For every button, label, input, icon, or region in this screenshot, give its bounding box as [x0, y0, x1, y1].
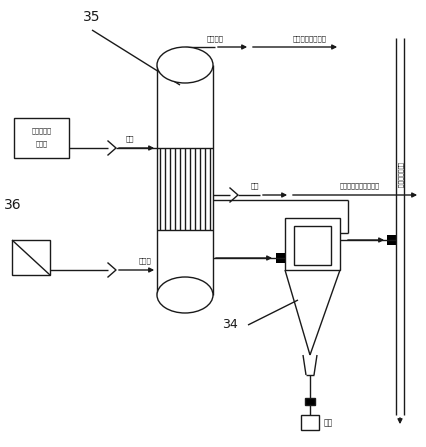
Text: 36: 36: [4, 198, 22, 212]
Bar: [294, 226, 330, 265]
Bar: [14, 118, 69, 158]
Bar: [300, 415, 318, 430]
Bar: [12, 240, 50, 275]
Text: 34: 34: [222, 319, 237, 332]
Bar: [304, 398, 314, 405]
Ellipse shape: [157, 277, 213, 313]
Text: 35: 35: [83, 10, 101, 24]
Text: 热水: 热水: [250, 183, 259, 190]
Text: 残渣油: 残渣油: [138, 257, 151, 264]
Bar: [275, 253, 284, 263]
Bar: [386, 235, 395, 245]
Text: 送往除氧器除氧水水箱: 送往除氧器除氧水水箱: [339, 183, 379, 190]
Text: 送往焚烧炉或气柜: 送往焚烧炉或气柜: [292, 36, 326, 42]
Ellipse shape: [157, 47, 213, 83]
Bar: [284, 218, 339, 270]
Text: 软化水: 软化水: [35, 141, 47, 148]
Text: 灰渣: 灰渣: [323, 418, 332, 427]
Text: 油基泥浆入口管: 油基泥浆入口管: [396, 162, 402, 188]
Text: 不凝气体: 不凝气体: [206, 36, 223, 42]
Text: 给水: 给水: [125, 136, 134, 142]
Text: 水处理单元: 水处理单元: [32, 128, 52, 134]
